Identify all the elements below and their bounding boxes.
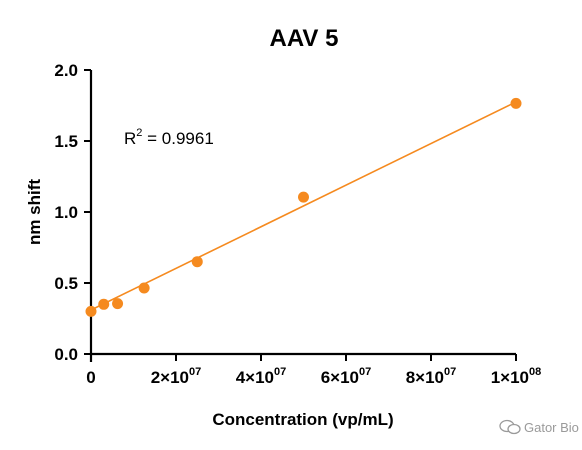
x-tick-exponent: 07 (444, 366, 456, 378)
x-tick-exponent: 07 (189, 366, 201, 378)
data-point (510, 97, 522, 109)
r-squared-annotation: R2 = 0.9961 (124, 127, 214, 148)
y-tick-label: 0.5 (54, 274, 78, 293)
x-tick-label: 2×1007 (151, 366, 202, 387)
x-tick-mantissa: 8×10 (406, 368, 444, 387)
y-tick-label: 1.0 (54, 203, 78, 222)
x-tick-exponent: 07 (359, 366, 371, 378)
watermark: Gator Bio (499, 419, 579, 435)
axes: 0.00.51.01.52.00 2×1007 4×1007 6×1007 8×1007… (54, 61, 541, 387)
x-tick-exponent: 08 (529, 366, 541, 378)
data-point (138, 282, 150, 294)
x-tick-label: 0 (86, 368, 95, 387)
x-tick-mantissa: 6×10 (321, 368, 359, 387)
r-squared-value: = 0.9961 (142, 129, 213, 148)
fit-line (90, 101, 517, 311)
data-point (191, 256, 203, 268)
data-point (98, 298, 110, 310)
x-tick-exponent: 07 (274, 366, 286, 378)
x-tick-mantissa: 0 (86, 368, 95, 387)
data-points (85, 97, 522, 317)
fit-line-layer (90, 101, 517, 311)
x-tick-label: 8×1007 (406, 366, 457, 387)
x-axis-label: Concentration (vp/mL) (212, 410, 393, 429)
watermark-text: Gator Bio (524, 420, 579, 435)
x-tick-label: 4×1007 (236, 366, 287, 387)
x-tick-label: 6×1007 (321, 366, 372, 387)
y-axis-label: nm shift (25, 179, 44, 245)
r-squared-superscript: 2 (136, 127, 142, 139)
r-squared-prefix: R (124, 129, 136, 148)
data-point (112, 298, 124, 310)
chart-title: AAV 5 (270, 25, 339, 52)
y-tick-label: 0.0 (54, 345, 78, 364)
x-tick-mantissa: 1×10 (491, 368, 529, 387)
x-tick-mantissa: 4×10 (236, 368, 274, 387)
y-tick-label: 2.0 (54, 61, 78, 80)
x-tick-label: 1×1008 (491, 366, 542, 387)
wechat-icon (499, 419, 521, 435)
y-tick-label: 1.5 (54, 132, 78, 151)
data-point (298, 191, 309, 203)
x-tick-mantissa: 2×10 (151, 368, 189, 387)
data-point (85, 305, 97, 317)
